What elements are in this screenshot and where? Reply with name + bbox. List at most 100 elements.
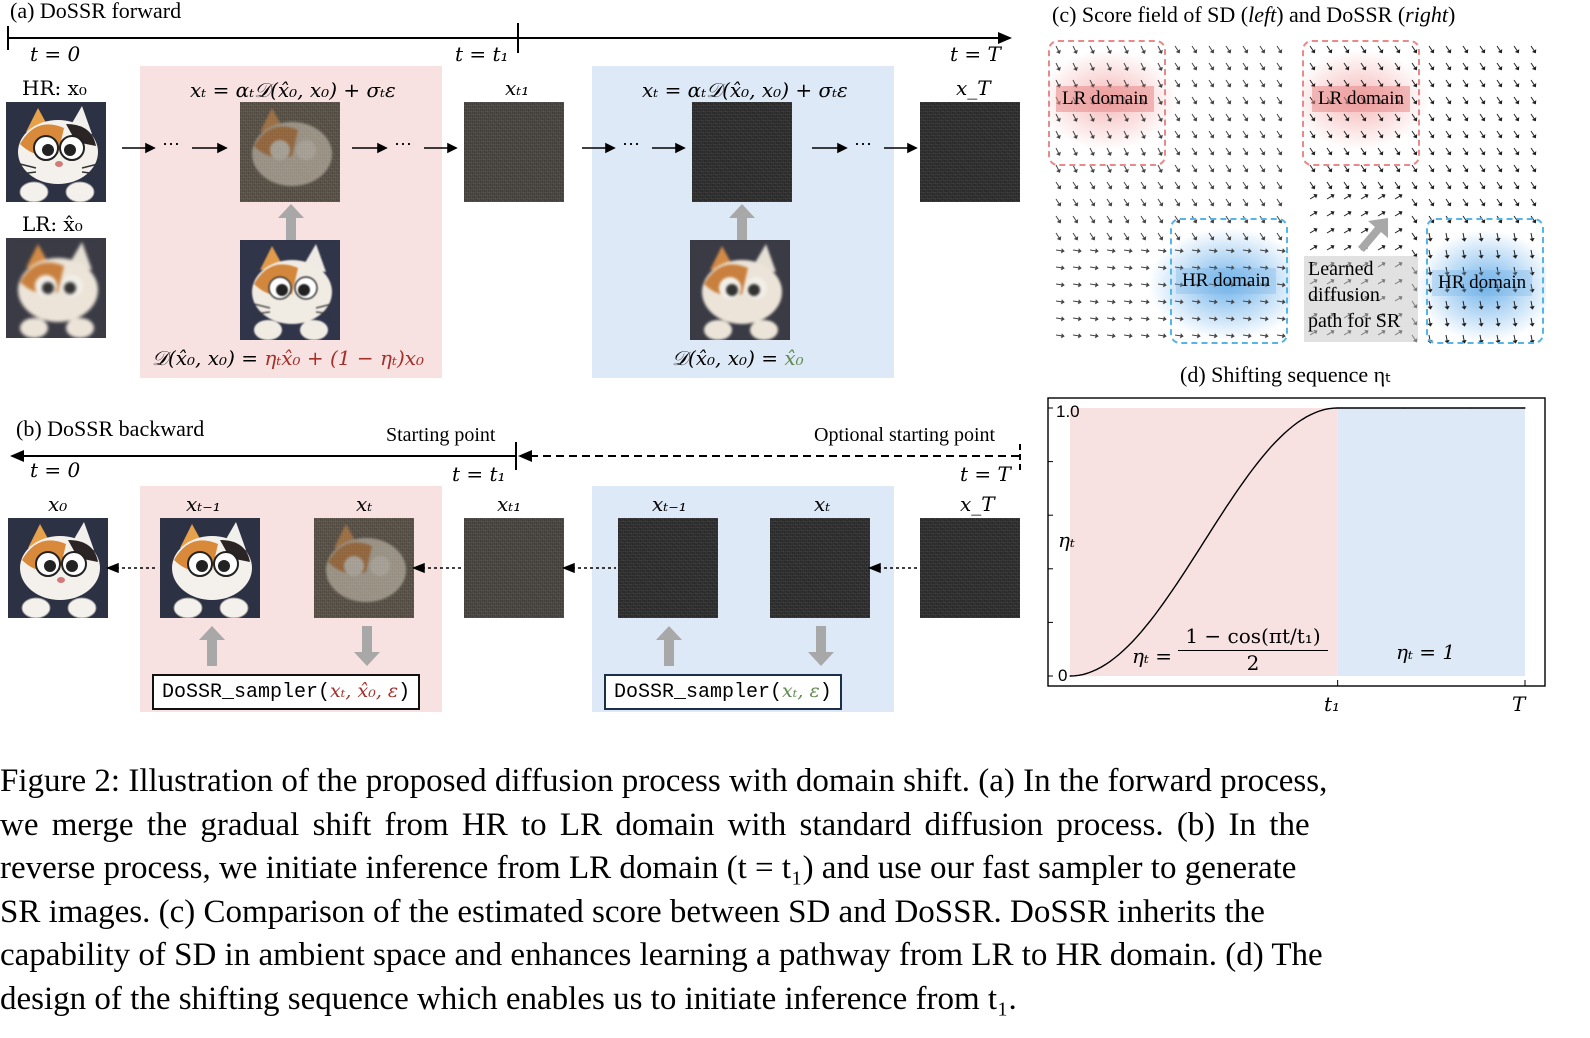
eta-point [1096,668,1098,671]
score-arrow-head [1463,117,1469,122]
score-arrow [1072,249,1080,252]
score-arrow-head [1381,244,1386,250]
chart-frame [1047,397,1546,687]
score-arrow-head [1347,193,1352,199]
score-arrow [1411,62,1416,69]
score-arrow [1225,113,1230,120]
score-arrow-head [1175,202,1181,207]
score-arrow-head [1158,151,1163,156]
score-arrow-head [1512,271,1518,276]
score-arrow-head [1056,236,1062,241]
score-arrow [1072,283,1080,286]
score-arrow-head [1260,100,1266,105]
score-arrow [1411,198,1416,205]
score-arrow-head [1141,236,1147,241]
score-arrow [1191,130,1196,137]
eta-point [1337,407,1339,409]
score-arrow [1479,147,1484,154]
score-arrow [1225,79,1230,86]
score-arrow [1089,249,1097,252]
score-arrow [1513,232,1516,239]
score-arrow [1530,181,1535,188]
score-arrow [1530,96,1535,103]
score-arrow-head [1129,316,1133,322]
score-arrow-head [1095,248,1099,254]
score-arrow-head [1265,248,1269,254]
score-arrow [1276,164,1281,171]
score-arrow-head [1444,237,1450,242]
score-arrow-head [1327,66,1333,71]
score-arrow [1309,212,1316,217]
score-arrow-head [1141,66,1146,71]
score-arrow-head [1531,66,1537,71]
score-arrow-head [1395,151,1401,156]
score-arrow [1106,79,1111,86]
eta-formula-lhs: ηₜ = [1132,644,1173,668]
score-arrow [1530,249,1533,256]
score-arrow-head [1158,185,1164,190]
score-arrow-head [1129,248,1133,254]
score-arrow-head [1192,202,1198,207]
gray-up-arrow-forward-right [729,204,755,240]
score-arrow-head [1163,265,1167,271]
score-arrow-head [1107,202,1113,207]
score-arrow [1259,62,1264,69]
score-arrow [1157,96,1162,103]
score-arrow-head [1146,282,1150,288]
score-arrow-head [1327,168,1333,173]
score-arrow-head [1463,100,1469,105]
score-arrow-head [1260,117,1266,122]
score-arrow [1445,96,1450,103]
score-arrow [1123,300,1131,303]
score-arrow [1242,164,1247,171]
score-arrow-head [1146,316,1150,322]
score-arrow [1411,215,1416,222]
score-arrow [1174,164,1179,171]
score-arrow-head [1497,168,1503,173]
backward-timeline [10,442,1021,470]
score-arrow [1208,45,1213,52]
score-arrow-head [1514,185,1520,190]
score-arrow-head [1277,151,1283,156]
score-arrow-head [1378,66,1384,71]
score-arrow [1055,249,1063,252]
score-arrow-head [1461,305,1467,310]
score-arrow-head [1327,151,1333,156]
score-arrow-head [1192,134,1198,139]
score-arrow [1208,300,1216,303]
score-arrow [1462,266,1465,273]
score-arrow-head [1395,117,1401,122]
score-arrow [1191,198,1196,205]
score-arrow-head [1243,117,1249,122]
score-arrow-head [1531,83,1537,88]
score-arrow [1428,317,1431,324]
score-arrow [1428,198,1433,205]
score-arrow-head [1514,202,1520,207]
score-arrow [1055,266,1063,269]
score-arrow [1208,317,1216,320]
score-arrow [1394,229,1401,234]
score-arrow-head [1480,168,1486,173]
score-arrow [1377,62,1382,69]
sampler-right-prefix: DoSSR_sampler( [614,681,783,704]
score-arrow [1157,147,1162,154]
score-arrow-head [1531,134,1537,139]
caption-line-4: SR images. (c) Comparison of the estimat… [0,893,1265,930]
score-arrow [1462,334,1465,341]
score-arrow-head [1347,210,1352,216]
score-arrow [1343,79,1348,86]
score-field-right [1302,45,1546,344]
score-arrow [1530,130,1535,137]
score-arrow [1411,79,1416,86]
score-arrow [1394,113,1399,120]
score-arrow-head [1231,248,1235,254]
eta-point [1122,649,1125,652]
score-arrow-head [1146,248,1150,254]
score-arrow [1055,113,1060,120]
score-arrow [1445,147,1450,154]
score-arrow-head [1327,185,1333,190]
score-arrow [1394,195,1401,200]
score-arrow-head [1209,185,1215,190]
score-arrow-head [1209,66,1215,71]
score-arrow-head [1480,202,1486,207]
